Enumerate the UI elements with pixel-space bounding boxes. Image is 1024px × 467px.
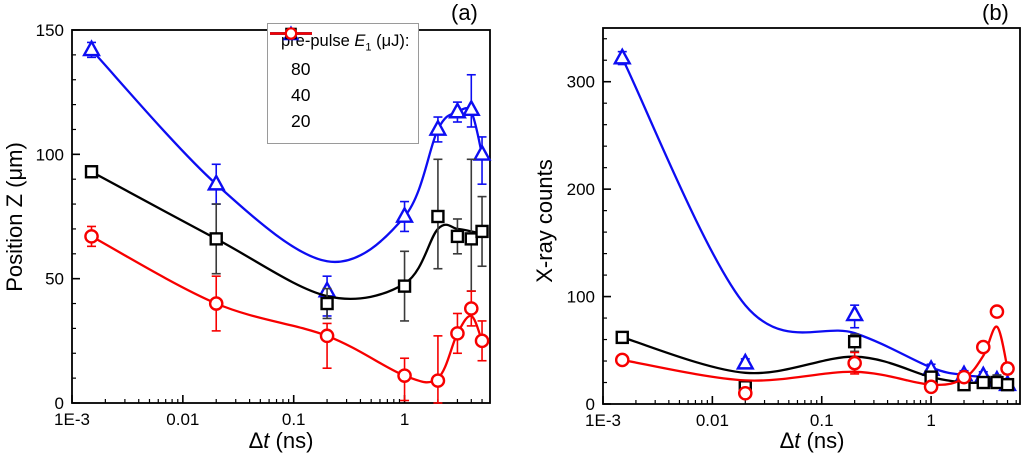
circle-marker [208, 296, 224, 311]
error-bar [466, 158, 476, 292]
time-variable: t [263, 428, 270, 453]
circle-marker [450, 326, 465, 341]
legend-title: pre-pulse E1 (μJ): [281, 32, 410, 54]
circle-marker [956, 369, 972, 385]
triangle-marker [735, 352, 755, 370]
triangle-marker [612, 47, 632, 65]
x-tick-label: 0.1 [810, 411, 834, 430]
time-variable: t [794, 428, 801, 453]
legend-item-label: 40 [291, 84, 311, 105]
square-marker [209, 232, 223, 246]
square-marker [615, 330, 629, 345]
legend-item-40: 40 [270, 27, 418, 108]
series-80 [82, 39, 492, 317]
legend: pre-pulse E1 (μJ): 80 40 20 [267, 23, 419, 144]
y-tick-label: 100 [36, 145, 64, 164]
triangle-marker [448, 101, 467, 119]
y-tick-label: 0 [55, 394, 64, 413]
circle-marker [923, 379, 939, 395]
y-tick-label: 150 [36, 21, 64, 40]
circle-marker [319, 328, 335, 344]
panel-label-b: (b) [982, 0, 1009, 25]
square-marker [84, 165, 99, 179]
square-marker [990, 375, 1004, 390]
circle-marker [1000, 361, 1015, 376]
square-marker [450, 229, 465, 244]
delta-symbol: Δ [248, 428, 264, 453]
y-tick-label: 50 [45, 270, 64, 289]
plot-b: 1E-3 0.01 0.1 1 0 100 200 300 [567, 27, 1021, 430]
square-marker [397, 279, 412, 293]
series-40 [84, 158, 489, 322]
legend-item-label: 20 [291, 110, 311, 131]
circle-marker [397, 368, 412, 383]
circle-marker [989, 304, 1005, 319]
triangle-marker [82, 39, 101, 57]
square-marker [976, 375, 990, 390]
x-tick-label: 0.01 [166, 410, 199, 429]
legend-item-label: 80 [291, 58, 311, 79]
x-tick-label: 1E-3 [54, 410, 90, 429]
plot-frame [602, 27, 1021, 405]
time-unit: (ns) [269, 428, 314, 453]
series-20 [84, 225, 490, 404]
circle-marker [474, 333, 490, 349]
fit-curve [622, 325, 1009, 387]
y-tick-label: 100 [567, 288, 595, 307]
x-tick-label: 0.1 [282, 410, 306, 429]
square-marker [847, 334, 862, 349]
y-axis-title-b-text: X-ray counts [532, 159, 557, 283]
y-tick-label: 300 [567, 73, 595, 92]
circle-marker [847, 355, 862, 371]
panel-b: 1E-3 0.01 0.1 1 0 100 200 300 X-ray counts Δt (… [512, 0, 1024, 467]
panel-label-a: (a) [451, 0, 478, 25]
x-tick-label: 1 [926, 411, 935, 430]
y-tick-label: 0 [586, 395, 595, 414]
y-axis-title-b: X-ray counts [532, 159, 558, 283]
y-axis-title-a-text: Position Z (μm) [2, 142, 27, 292]
legend-item-80: 80 [270, 25, 418, 82]
square-marker [475, 224, 489, 239]
x-axis-title-b: Δt (ns) [780, 428, 845, 454]
time-unit: (ns) [800, 428, 845, 453]
triangle-marker [472, 143, 492, 161]
circle-legend-swatch [270, 27, 312, 40]
circle-marker [737, 385, 753, 401]
panel-a: 1E-3 0.01 0.1 1 0 50 100 150 Position Z (μm) Δt… [2, 0, 492, 454]
fit-curve [621, 57, 1008, 386]
circle-marker [975, 339, 991, 355]
triangle-marker [206, 173, 226, 191]
delta-symbol: Δ [779, 428, 795, 453]
triangle-marker [395, 205, 414, 223]
circle-marker [84, 229, 99, 244]
axes: 1E-3 0.01 0.1 1 0 50 100 150 [36, 21, 483, 429]
circle-marker [463, 301, 479, 316]
square-marker [320, 296, 334, 311]
x-tick-label: 1 [400, 410, 409, 429]
series-80 [612, 47, 1017, 392]
square-marker [1000, 377, 1015, 392]
y-tick-label: 200 [567, 180, 595, 199]
triangle-marker [428, 118, 448, 136]
legend-items: 80 40 20 [270, 25, 418, 134]
axes: 1E-3 0.01 0.1 1 0 100 200 300 [567, 38, 1017, 430]
fit-curve [90, 170, 483, 300]
square-marker [464, 232, 478, 246]
circle-marker [614, 352, 630, 368]
y-axis-title-a: Position Z (μm) [2, 142, 28, 292]
error-bar [433, 335, 443, 404]
x-axis-title-a: Δt (ns) [249, 428, 314, 454]
series-20 [614, 304, 1015, 401]
circle-marker [430, 373, 446, 388]
legend-item-20: 20 [270, 27, 418, 134]
triangle-marker [845, 304, 865, 322]
square-marker [431, 209, 445, 224]
triangle-marker [461, 98, 481, 116]
plot-a: 1E-3 0.01 0.1 1 0 50 100 150 [36, 21, 492, 429]
fit-curve [621, 336, 1008, 386]
circle-marker [284, 27, 298, 40]
x-tick-label: 0.01 [696, 411, 729, 430]
x-tick-label: 1E-3 [585, 411, 621, 430]
